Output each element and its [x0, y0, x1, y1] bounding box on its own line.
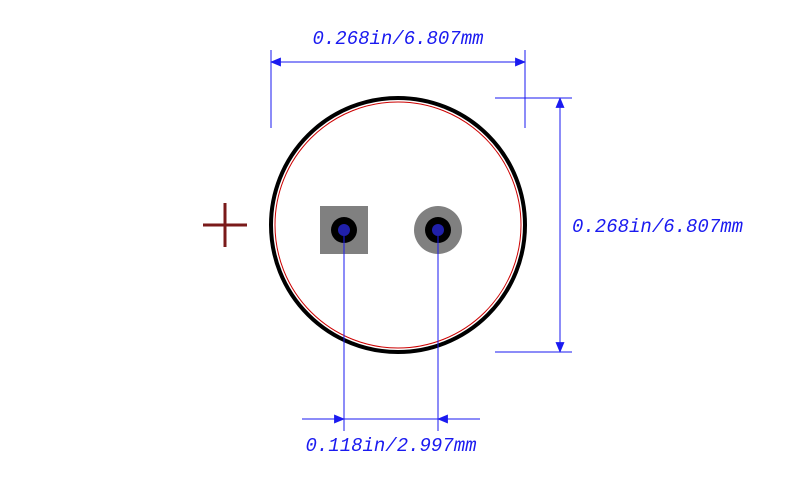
dim-bottom-label: 0.118in/2.997mm — [305, 435, 476, 457]
pad-square-hole-inner — [338, 224, 350, 236]
dim-right-label: 0.268in/6.807mm — [572, 216, 743, 238]
dim-top-label: 0.268in/6.807mm — [312, 28, 483, 50]
component-outline-circle — [271, 98, 525, 352]
component-inner-circle — [275, 102, 521, 348]
technical-drawing: 0.268in/6.807mm 0.268in/6.807mm 0.118in/2.… — [0, 0, 800, 504]
pad-round-hole-inner — [432, 224, 444, 236]
